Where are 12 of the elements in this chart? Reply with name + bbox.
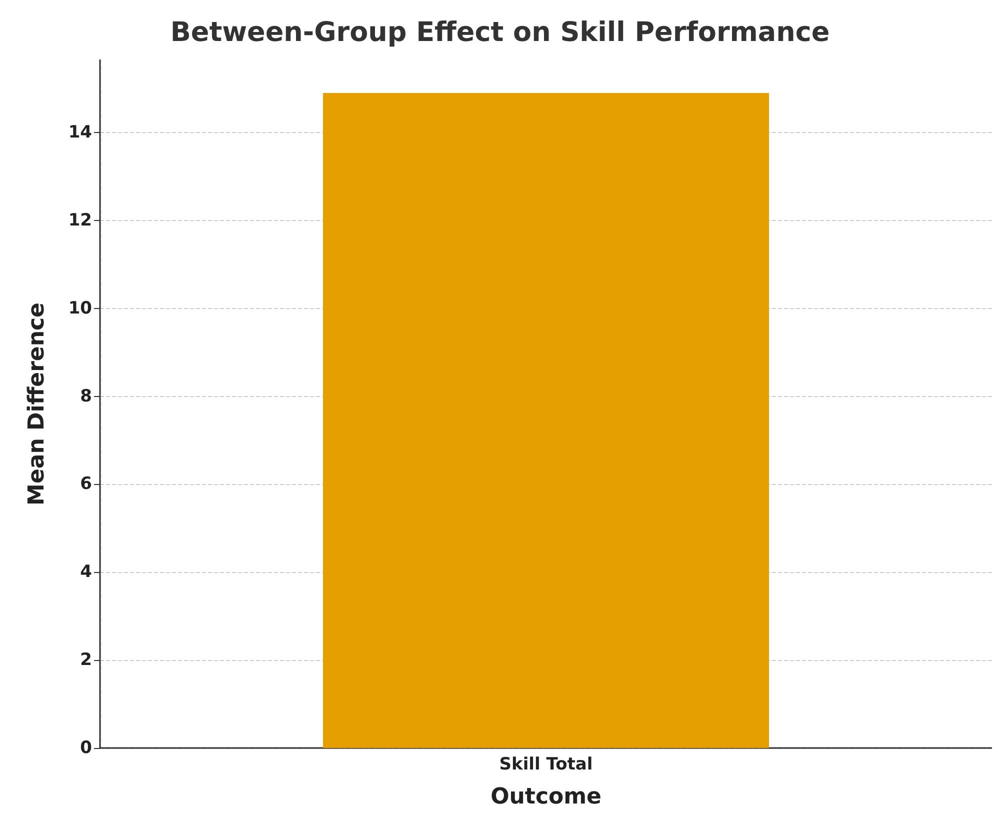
y-tick-label: 2 xyxy=(80,650,92,670)
y-tick-label: 8 xyxy=(80,386,92,406)
y-tick-label: 14 xyxy=(68,122,92,143)
y-tick-label: 10 xyxy=(68,298,92,318)
x-axis-title: Outcome xyxy=(490,784,602,810)
y-tick-label: 0 xyxy=(80,738,92,758)
y-tick-label: 4 xyxy=(80,562,92,582)
y-axis-title: Mean Difference xyxy=(24,302,50,506)
y-tick-label: 6 xyxy=(80,474,92,494)
x-tick-label: Skill Total xyxy=(499,754,593,774)
chart-title: Between-Group Effect on Skill Performance xyxy=(170,17,830,48)
y-tick-label: 12 xyxy=(68,210,92,230)
